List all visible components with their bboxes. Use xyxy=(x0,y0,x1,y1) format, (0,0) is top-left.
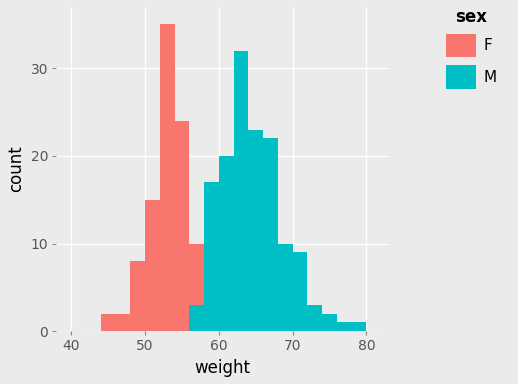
Bar xyxy=(307,305,322,331)
Bar xyxy=(219,156,234,331)
Bar xyxy=(263,138,278,331)
Bar xyxy=(145,200,160,331)
Legend: F, M: F, M xyxy=(446,8,497,89)
Bar xyxy=(189,305,204,331)
Bar xyxy=(175,121,189,331)
Bar xyxy=(337,323,352,331)
Bar xyxy=(204,305,219,331)
Bar xyxy=(352,323,366,331)
Bar xyxy=(278,243,293,331)
Bar xyxy=(160,25,175,331)
Bar xyxy=(322,314,337,331)
Bar xyxy=(100,314,116,331)
Bar xyxy=(248,130,263,331)
Bar xyxy=(130,261,145,331)
Bar xyxy=(293,252,307,331)
Bar xyxy=(189,243,204,331)
Y-axis label: count: count xyxy=(7,146,25,192)
Bar xyxy=(116,314,130,331)
X-axis label: weight: weight xyxy=(194,359,251,377)
Bar xyxy=(204,182,219,331)
Bar xyxy=(234,51,248,331)
